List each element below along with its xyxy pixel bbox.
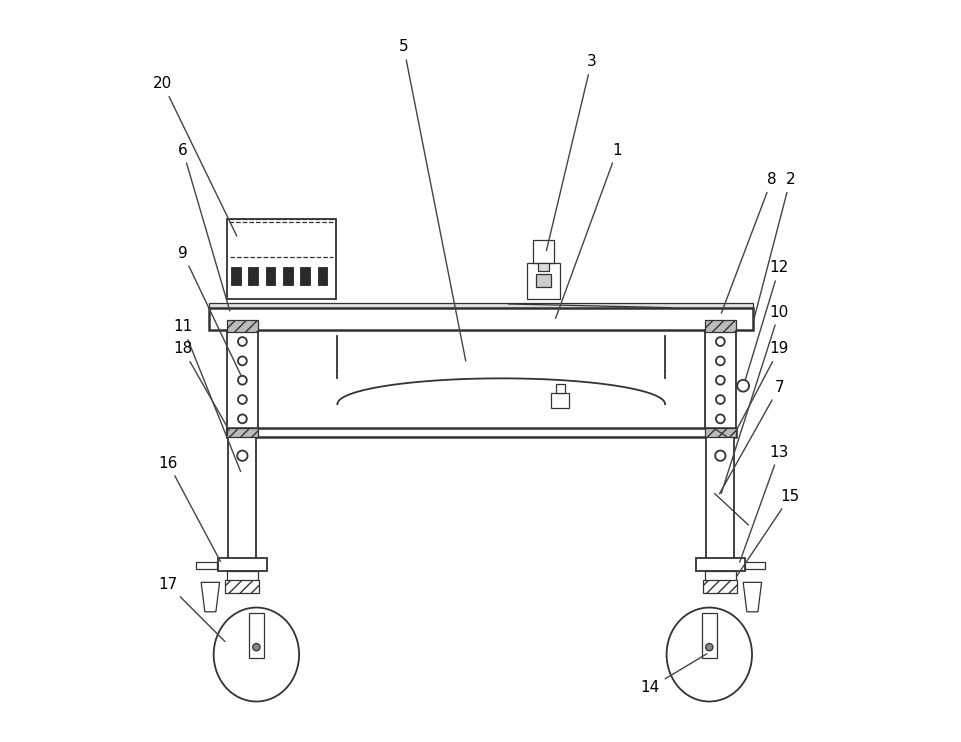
Bar [702, 613, 716, 658]
Ellipse shape [213, 608, 299, 701]
Bar [537, 263, 549, 271]
Text: 2: 2 [753, 172, 795, 318]
Bar [317, 267, 327, 284]
Text: 17: 17 [159, 577, 225, 642]
Circle shape [237, 337, 247, 346]
Circle shape [237, 395, 247, 404]
Bar [209, 309, 752, 330]
Bar [744, 562, 764, 569]
Text: 18: 18 [173, 341, 229, 430]
Bar [225, 580, 259, 594]
Circle shape [237, 450, 247, 461]
Circle shape [714, 450, 725, 461]
Bar [555, 384, 564, 393]
Text: 16: 16 [159, 456, 220, 562]
Bar [532, 240, 554, 263]
Text: 6: 6 [178, 142, 230, 311]
Text: 14: 14 [640, 654, 706, 695]
Text: 19: 19 [735, 341, 788, 430]
Bar [283, 267, 292, 284]
Bar [227, 321, 258, 332]
Bar [248, 267, 258, 284]
Bar [227, 427, 258, 437]
Bar [209, 303, 752, 309]
Polygon shape [743, 582, 761, 612]
Bar [218, 558, 266, 571]
Text: 5: 5 [399, 39, 465, 361]
Circle shape [715, 415, 724, 423]
Circle shape [715, 375, 724, 384]
Text: 20: 20 [153, 76, 236, 236]
Bar [249, 613, 263, 658]
Bar [265, 267, 275, 284]
Circle shape [715, 356, 724, 365]
Circle shape [715, 337, 724, 346]
Bar [231, 267, 240, 284]
Bar [702, 580, 736, 594]
Circle shape [704, 643, 712, 651]
Circle shape [237, 375, 247, 384]
Circle shape [715, 395, 724, 404]
Circle shape [253, 643, 259, 651]
Circle shape [736, 380, 749, 392]
Text: 12: 12 [745, 260, 788, 379]
Bar [696, 558, 744, 571]
Bar [704, 321, 735, 332]
Text: 1: 1 [555, 142, 622, 318]
Ellipse shape [666, 608, 752, 701]
Bar [704, 571, 735, 582]
Bar [704, 427, 735, 437]
Bar [300, 267, 309, 284]
Text: 10: 10 [721, 304, 788, 493]
Circle shape [237, 356, 247, 365]
Bar [227, 427, 735, 437]
Bar [228, 437, 257, 562]
Bar [527, 263, 559, 299]
Polygon shape [201, 582, 219, 612]
Bar [227, 220, 335, 299]
Circle shape [237, 415, 247, 423]
Text: 15: 15 [736, 489, 800, 577]
Text: 13: 13 [739, 444, 788, 562]
Bar [196, 562, 216, 569]
Text: 7: 7 [719, 380, 783, 493]
Bar [705, 437, 733, 562]
Bar [227, 571, 258, 582]
Text: 9: 9 [178, 246, 241, 376]
Bar [227, 330, 258, 433]
Bar [551, 393, 568, 408]
Text: 3: 3 [546, 54, 596, 251]
Text: 11: 11 [173, 319, 240, 471]
Bar [535, 274, 551, 287]
Bar [704, 330, 735, 433]
Text: 8: 8 [721, 172, 776, 313]
